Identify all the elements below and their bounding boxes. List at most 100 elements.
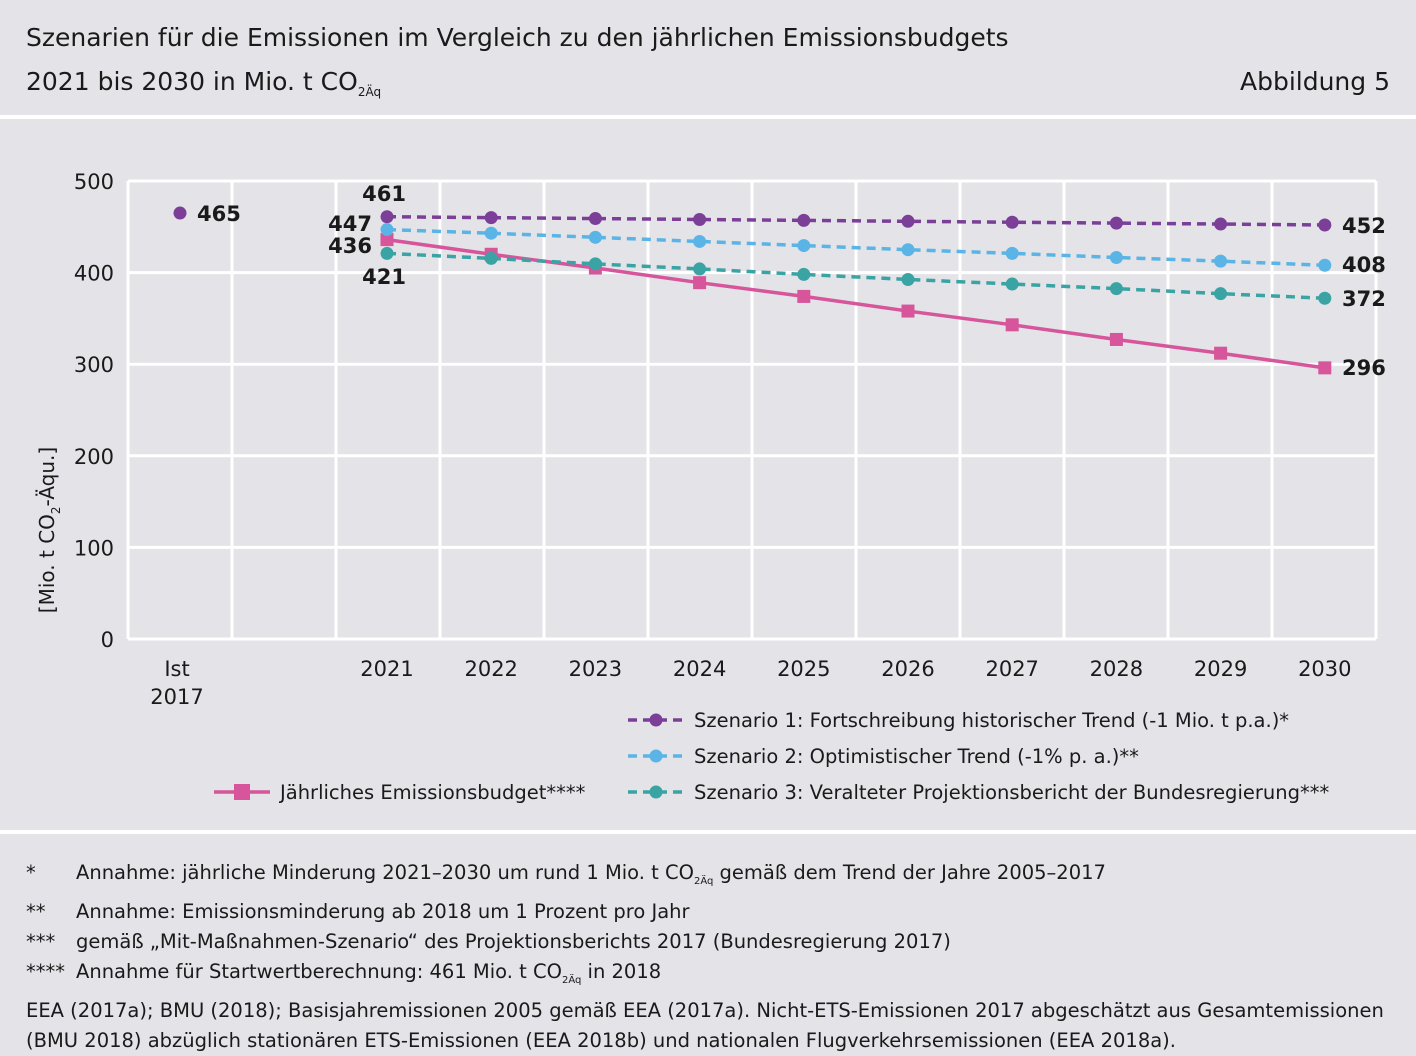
x-tick-label: 2030 (1298, 657, 1351, 681)
y-axis-label-main: [Mio. t CO (35, 514, 59, 613)
data-point-circle (588, 230, 602, 244)
footnote-row: * Annahme: jährliche Minderung 2021–2030… (26, 858, 1396, 897)
footnote-text-tail: gemäß dem Trend der Jahre 2005–2017 (713, 861, 1106, 884)
data-point-circle (693, 262, 707, 276)
footnote-text-main: Annahme: jährliche Minderung 2021–2030 u… (76, 861, 694, 884)
series-1: 461 452 (362, 182, 1386, 238)
legend-item: Szenario 2: Optimistischer Trend (-1% p.… (628, 745, 1139, 768)
data-point-circle (1005, 277, 1019, 291)
y-tick-label: 100 (74, 536, 114, 560)
x-tick-labels: Ist 2017 2021 2022 2023 2024 2025 2026 2027 2028 2… (150, 657, 1351, 709)
x-tick-label: 2026 (881, 657, 934, 681)
series-2: 447 408 (328, 212, 1386, 277)
data-point-circle (1109, 216, 1123, 230)
series-line (386, 251, 1325, 300)
data-label-end: 296 (1342, 356, 1386, 380)
footnote-text-main: Annahme: Emissionsminderung ab 2018 um 1… (76, 899, 690, 923)
figure-number: Abbildung 5 (1239, 67, 1390, 96)
footnote-row: ** Annahme: Emissionsminderung ab 2018 u… (26, 897, 1396, 927)
data-point-circle (1005, 246, 1019, 260)
data-point-circle (1214, 287, 1228, 301)
footnotes: * Annahme: jährliche Minderung 2021–2030… (26, 858, 1396, 1056)
y-tick-label: 200 (74, 445, 114, 469)
data-point-circle (484, 251, 498, 265)
data-point-circle (1109, 250, 1123, 264)
data-point-circle (1318, 258, 1332, 272)
data-point-circle (1318, 218, 1332, 232)
line-chart: 0 100 200 300 400 500 Ist 2017 2021 2022 2023 2024… (35, 170, 1386, 804)
legend-marker-circle (649, 749, 663, 763)
footnote-text: Annahme für Startwertberechnung: 461 Mio… (76, 957, 661, 996)
y-axis-label-tail: -Äqu.] (35, 447, 59, 507)
data-label-ist: 465 (197, 202, 241, 226)
data-point-circle (901, 214, 915, 228)
source-line-1: EEA (2017a); BMU (2018); Basisjahremissi… (26, 998, 1384, 1022)
data-label-start: 461 (362, 182, 406, 206)
data-point-circle (1005, 215, 1019, 229)
data-point-circle (797, 213, 811, 227)
series-line (386, 227, 1325, 268)
legend-item: Jährliches Emissionsbudget**** (214, 781, 586, 804)
data-point-circle (901, 243, 915, 257)
y-tick-label: 500 (74, 170, 114, 194)
y-tick-label: 0 (101, 628, 114, 652)
footnote-mark: *** (26, 929, 56, 953)
data-point-circle (901, 272, 915, 286)
data-point-circle (693, 212, 707, 226)
data-label-start: 421 (362, 265, 406, 289)
legend-item: Szenario 3: Veralteter Projektionsberich… (628, 781, 1329, 804)
legend-label: Jährliches Emissionsbudget**** (278, 781, 586, 804)
data-point-circle (380, 223, 394, 237)
x-tick-label: 2027 (985, 657, 1038, 681)
x-tick-label: 2021 (360, 657, 413, 681)
legend-marker-circle (649, 713, 663, 727)
y-axis-label-sub: 2 (49, 506, 63, 514)
legend-label: Szenario 3: Veralteter Projektionsberich… (694, 781, 1329, 804)
data-point-square (1214, 346, 1228, 360)
y-tick-labels: 0 100 200 300 400 500 (74, 170, 114, 652)
source-line-2: (BMU 2018) abzüglich stationären ETS-Emi… (26, 1028, 1176, 1052)
subtitle-main: 2021 bis 2030 in Mio. t CO (26, 67, 358, 96)
footnote-text-main: Annahme für Startwertberechnung: 461 Mio… (76, 959, 562, 983)
x-tick-label: 2029 (1194, 657, 1247, 681)
y-tick-label: 400 (74, 262, 114, 286)
data-point-circle (484, 226, 498, 240)
footnote-row: **** Annahme für Startwertberechnung: 46… (26, 957, 1396, 996)
footnote-mark: * (26, 861, 36, 884)
data-point-circle (693, 234, 707, 248)
ist-point-group: 465 (173, 202, 241, 226)
bottom-divider (0, 830, 1416, 834)
data-point-square (693, 276, 707, 290)
data-point-circle (484, 211, 498, 225)
data-point-circle (1214, 217, 1228, 231)
data-point-square (380, 233, 394, 247)
data-point-square (1318, 361, 1332, 375)
x-tick-label: 2024 (673, 657, 726, 681)
series-group: 436 296 461 452 447 408 421 372 (328, 182, 1386, 380)
data-label-end: 408 (1342, 253, 1386, 277)
data-point-circle (380, 246, 394, 260)
series-3: 421 372 (362, 246, 1386, 311)
legend-label: Szenario 2: Optimistischer Trend (-1% p.… (694, 745, 1139, 768)
footnote-text: Annahme: Emissionsminderung ab 2018 um 1… (76, 897, 690, 927)
legend-marker-circle (649, 785, 663, 799)
data-label-end: 452 (1342, 214, 1386, 238)
x-tick-label: 2028 (1090, 657, 1143, 681)
chart-subtitle: 2021 bis 2030 in Mio. t CO2Äq (26, 64, 1390, 110)
footnote-subscript: 2Äq (561, 974, 582, 986)
footnote-subscript: 2Äq (693, 875, 714, 887)
data-point-square (901, 304, 915, 318)
data-label-end: 372 (1342, 287, 1386, 311)
data-point-ist (173, 206, 187, 220)
legend-marker-square (234, 784, 250, 800)
x-tick-label-ist: Ist (164, 657, 189, 681)
grid (126, 179, 1378, 641)
data-point-square (1005, 318, 1019, 332)
x-tick-label: 2023 (569, 657, 622, 681)
data-point-circle (380, 210, 394, 224)
data-point-circle (1109, 282, 1123, 296)
data-label-start: 436 (328, 234, 372, 258)
data-point-circle (588, 212, 602, 226)
data-point-square (1109, 332, 1123, 346)
data-point-circle (797, 267, 811, 281)
